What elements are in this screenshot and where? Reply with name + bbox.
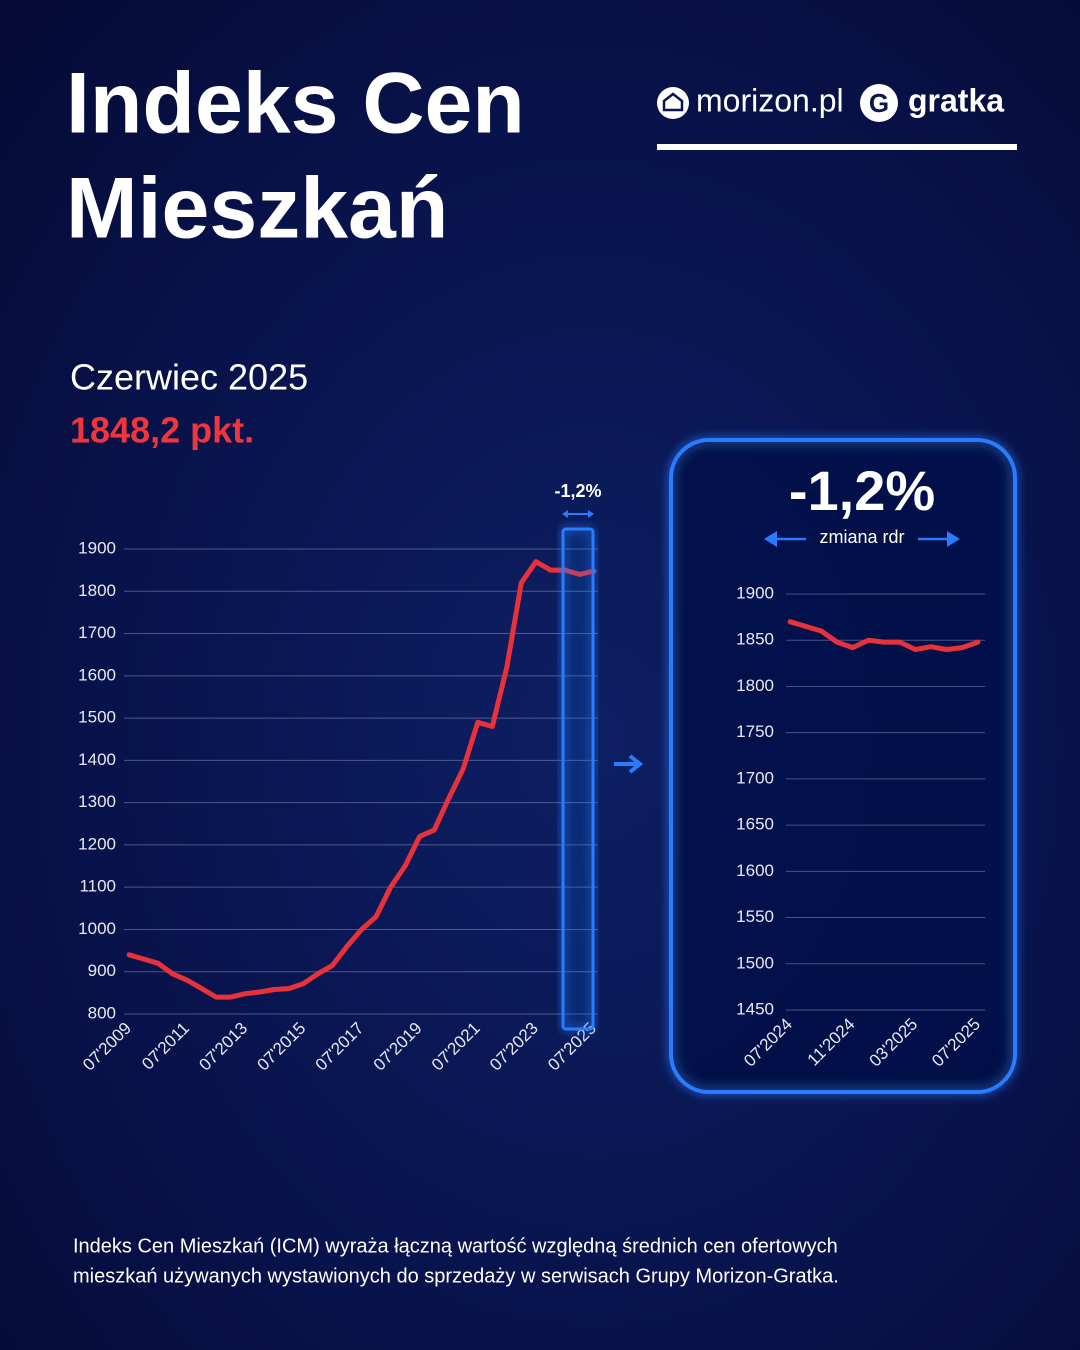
series-line [787, 619, 981, 652]
y-tick-label: 1800 [78, 581, 116, 600]
y-tick-label: 900 [88, 961, 116, 980]
y-tick-label: 1450 [736, 999, 774, 1018]
zoom-panel [669, 438, 1017, 1094]
panel-arrows [764, 531, 960, 547]
y-tick-label: 1200 [78, 834, 116, 853]
y-tick-label: 1650 [736, 815, 774, 834]
y-tick-label: 1750 [736, 722, 774, 741]
series-line [126, 559, 597, 1000]
y-tick-label: 1900 [736, 583, 774, 602]
footnote: Indeks Cen Mieszkań (ICM) wyraża łączną … [73, 1235, 838, 1257]
logo-morizon: morizon.pl [657, 82, 844, 119]
panel-change: -1,2% [789, 459, 935, 522]
logo-text: gratka [908, 82, 1004, 118]
y-tick-label: 1700 [78, 623, 116, 642]
y-tick-label: 1550 [736, 907, 774, 926]
y-tick-label: 1800 [736, 676, 774, 695]
highlight-label: -1,2% [554, 481, 601, 501]
logo-gratka: G gratka [860, 82, 1004, 122]
highlight-box [561, 527, 595, 1031]
footnote: mieszkań używanych wystawionych do sprze… [73, 1265, 839, 1287]
connector-arrow [614, 754, 644, 774]
y-tick-label: 1100 [79, 877, 116, 896]
logo-underline [657, 144, 1017, 150]
title: Indeks Cen [66, 56, 525, 152]
y-tick-label: 1400 [78, 750, 116, 769]
highlight-arrow [562, 510, 594, 518]
y-tick-label: 1000 [78, 919, 116, 938]
y-tick-label: 1500 [78, 708, 116, 727]
y-tick-label: 1500 [736, 953, 774, 972]
y-tick-label: 1600 [78, 665, 116, 684]
y-tick-label: 1600 [736, 861, 774, 880]
y-tick-label: 1700 [736, 768, 774, 787]
period: Czerwiec 2025 [70, 357, 308, 398]
title: Mieszkań [66, 161, 448, 257]
panel-caption: zmiana rdr [819, 527, 904, 547]
y-tick-label: 1850 [736, 630, 774, 649]
svg-text:G: G [869, 88, 889, 118]
y-tick-label: 1300 [78, 792, 116, 811]
logo-text: morizon.pl [696, 82, 844, 118]
y-tick-label: 800 [88, 1003, 116, 1022]
index-value: 1848,2 pkt. [70, 410, 254, 451]
y-tick-label: 1900 [78, 538, 116, 557]
